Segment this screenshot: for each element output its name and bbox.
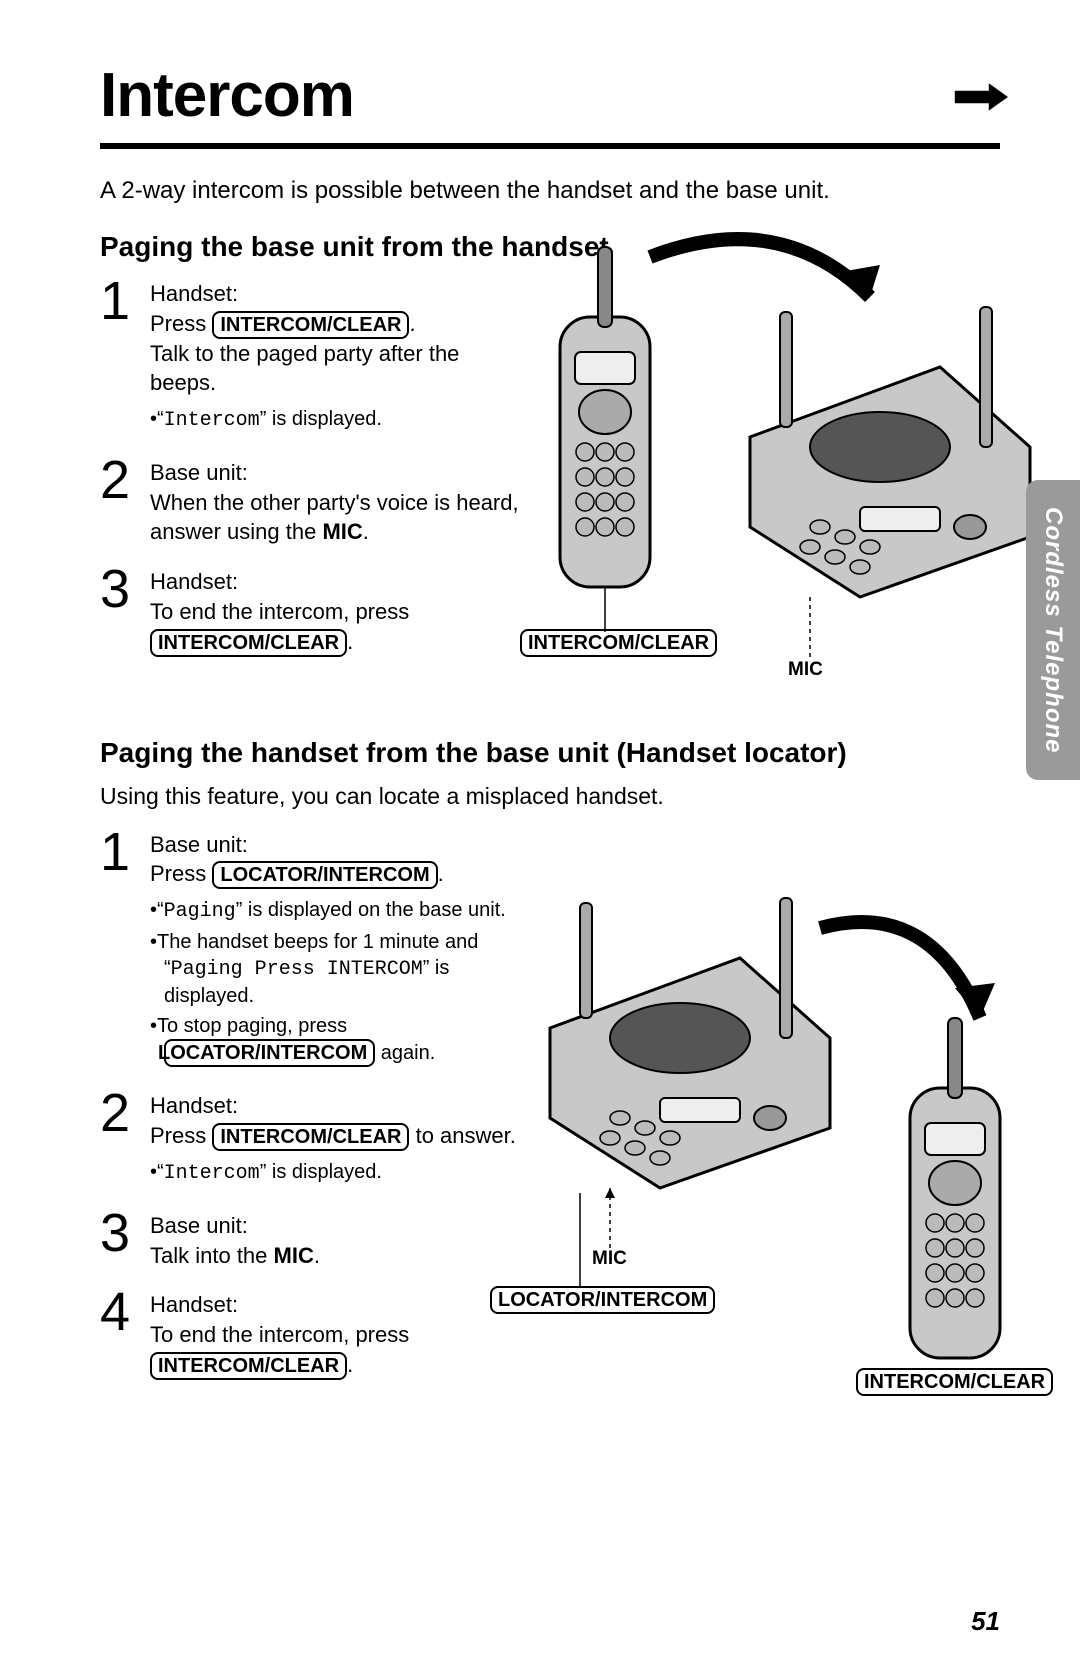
device-label: Base unit: bbox=[150, 458, 530, 488]
step-number: 2 bbox=[100, 1089, 150, 1191]
step-number: 3 bbox=[100, 1209, 150, 1270]
callout-intercom-clear: INTERCOM/CLEAR bbox=[856, 1368, 1053, 1396]
continue-arrow-icon: ➡ bbox=[952, 68, 1008, 124]
device-label: Base unit: bbox=[150, 830, 530, 860]
step-number: 4 bbox=[100, 1288, 150, 1379]
bullet: •The handset beeps for 1 minute and “Pag… bbox=[150, 929, 530, 1009]
step-text: Talk to the paged party after the beeps. bbox=[150, 339, 530, 398]
step-text: . bbox=[409, 311, 415, 336]
section-paging-base-from-handset: Paging the base unit from the handset 1 … bbox=[100, 231, 1000, 657]
device-label: Handset: bbox=[150, 279, 530, 309]
section-paging-handset-from-base: Paging the handset from the base unit (H… bbox=[100, 737, 1000, 1380]
section2-steps: 1 Base unit: Press LOCATOR/INTERCOM. •“P… bbox=[100, 828, 1000, 1380]
page-number: 51 bbox=[971, 1606, 1000, 1637]
step-text: To end the intercom, press bbox=[150, 599, 409, 624]
mic-label: MIC bbox=[322, 519, 362, 544]
device-label: Handset: bbox=[150, 1091, 516, 1121]
callout-mic: MIC bbox=[788, 659, 823, 681]
intercom-clear-button: INTERCOM/CLEAR bbox=[212, 311, 409, 339]
locator-intercom-button: LOCATOR/INTERCOM bbox=[212, 861, 437, 889]
step-body: Base unit: When the other party's voice … bbox=[150, 456, 530, 547]
intro-text: A 2-way intercom is possible between the… bbox=[100, 177, 1000, 205]
side-tab-label: Cordless Telephone bbox=[1039, 507, 1067, 754]
device-label: Handset: bbox=[150, 1290, 530, 1320]
device-label: Handset: bbox=[150, 567, 530, 597]
callout-intercom-clear: INTERCOM/CLEAR bbox=[520, 629, 717, 657]
section2-heading: Paging the handset from the base unit (H… bbox=[100, 737, 1000, 769]
step-body: Handset: To end the intercom, press INTE… bbox=[150, 1288, 530, 1379]
step-1: 1 Base unit: Press LOCATOR/INTERCOM. •“P… bbox=[100, 828, 530, 1072]
section2-intro: Using this feature, you can locate a mis… bbox=[100, 783, 1000, 810]
bullet: •“Intercom” is displayed. bbox=[150, 1159, 516, 1187]
bullet: •To stop paging, press LOCATOR/INTERCOM … bbox=[150, 1013, 530, 1067]
page-header: Intercom ➡ bbox=[100, 60, 1000, 149]
illustration-base-to-handset: MIC LOCATOR/INTERCOM INTERCOM/CLEAR bbox=[510, 848, 1050, 1428]
mic-label: MIC bbox=[274, 1243, 314, 1268]
step-3: 3 Base unit: Talk into the MIC. bbox=[100, 1209, 530, 1270]
section1-steps: 1 Handset: Press INTERCOM/CLEAR. Talk to… bbox=[100, 277, 1000, 657]
step-text: Press bbox=[150, 311, 212, 336]
step-body: Handset: Press INTERCOM/CLEAR to answer.… bbox=[150, 1089, 516, 1191]
step-body: Handset: To end the intercom, press INTE… bbox=[150, 565, 530, 656]
side-tab: Cordless Telephone bbox=[1026, 480, 1080, 780]
step-1: 1 Handset: Press INTERCOM/CLEAR. Talk to… bbox=[100, 277, 530, 438]
step-2: 2 Base unit: When the other party's voic… bbox=[100, 456, 530, 547]
step-number: 1 bbox=[100, 277, 150, 438]
callout-locator-intercom: LOCATOR/INTERCOM bbox=[490, 1286, 715, 1314]
bullet: •“Intercom” is displayed. bbox=[150, 406, 530, 434]
step-body: Handset: Press INTERCOM/CLEAR. Talk to t… bbox=[150, 277, 530, 438]
illustration-handset-to-base: INTERCOM/CLEAR MIC bbox=[520, 237, 1040, 667]
step-2: 2 Handset: Press INTERCOM/CLEAR to answe… bbox=[100, 1089, 530, 1191]
intercom-clear-button: INTERCOM/CLEAR bbox=[150, 629, 347, 657]
step-number: 1 bbox=[100, 828, 150, 1072]
locator-intercom-button: LOCATOR/INTERCOM bbox=[164, 1039, 375, 1067]
intercom-clear-button: INTERCOM/CLEAR bbox=[212, 1123, 409, 1151]
step-body: Base unit: Press LOCATOR/INTERCOM. •“Pag… bbox=[150, 828, 530, 1072]
step-number: 2 bbox=[100, 456, 150, 547]
page-title: Intercom bbox=[100, 60, 354, 131]
callout-mic: MIC bbox=[592, 1248, 627, 1270]
intercom-clear-button: INTERCOM/CLEAR bbox=[150, 1352, 347, 1380]
step-3: 3 Handset: To end the intercom, press IN… bbox=[100, 565, 530, 656]
device-label: Base unit: bbox=[150, 1211, 320, 1241]
step-number: 3 bbox=[100, 565, 150, 656]
bullet: •“Paging” is displayed on the base unit. bbox=[150, 897, 530, 925]
step-4: 4 Handset: To end the intercom, press IN… bbox=[100, 1288, 530, 1379]
step-body: Base unit: Talk into the MIC. bbox=[150, 1209, 320, 1270]
